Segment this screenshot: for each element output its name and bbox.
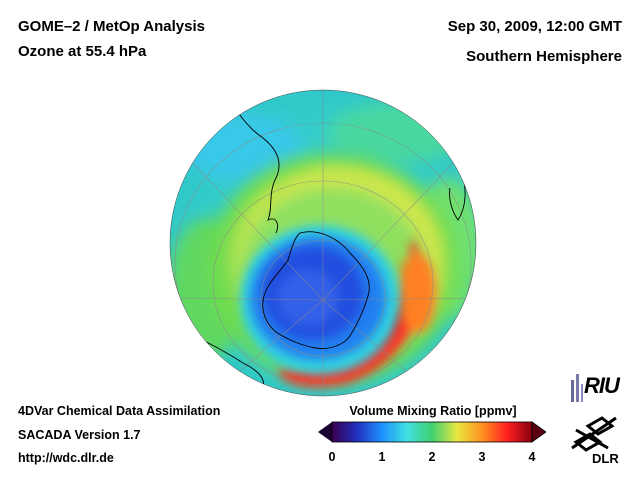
riu-logo-text: RIU — [584, 373, 620, 398]
colorbar-tick-label: 3 — [478, 450, 486, 464]
date-label: Sep 30, 2009, 12:00 GMT — [447, 18, 622, 35]
colorbar-tick-label: 0 — [328, 450, 336, 464]
riu-logo-icon — [571, 374, 583, 402]
dlr-logo-icon — [571, 416, 617, 452]
colorbar-tick-label: 2 — [428, 450, 436, 464]
footer-version: SACADA Version 1.7 — [18, 428, 141, 442]
region-label: Southern Hemisphere — [466, 48, 622, 65]
colorbar-gradient — [331, 421, 533, 443]
title-line-2: Ozone at 55.4 hPa — [18, 43, 147, 60]
footer-url[interactable]: http://wdc.dlr.de — [18, 451, 114, 465]
colorbar-tick-label: 1 — [378, 450, 386, 464]
footer-method: 4DVar Chemical Data Assimilation — [18, 404, 221, 418]
ozone-globe-map — [169, 89, 477, 397]
colorbar-tick-label: 4 — [528, 450, 536, 464]
colorbar — [318, 421, 546, 443]
colorbar-arrow-left — [318, 422, 332, 442]
dlr-logo-text: DLR — [592, 451, 619, 466]
colorbar-title: Volume Mixing Ratio [ppmv] — [349, 404, 517, 418]
colorbar-arrow-right — [531, 421, 546, 443]
title-line-1: GOME–2 / MetOp Analysis — [18, 18, 205, 35]
